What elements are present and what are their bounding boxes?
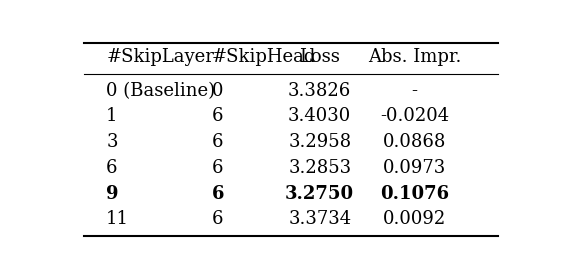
Text: 3.3826: 3.3826	[288, 82, 352, 100]
Text: 3.2958: 3.2958	[288, 133, 351, 151]
Text: 3.4030: 3.4030	[288, 107, 352, 126]
Text: #SkipLayer: #SkipLayer	[106, 48, 214, 66]
Text: Abs. Impr.: Abs. Impr.	[367, 48, 461, 66]
Text: 6: 6	[212, 133, 223, 151]
Text: 0.0868: 0.0868	[383, 133, 446, 151]
Text: 1: 1	[106, 107, 118, 126]
Text: 9: 9	[106, 185, 119, 203]
Text: 6: 6	[212, 107, 223, 126]
Text: 6: 6	[106, 159, 118, 177]
Text: 0 (Baseline): 0 (Baseline)	[106, 82, 215, 100]
Text: #SkipHead: #SkipHead	[212, 48, 316, 66]
Text: 0.0092: 0.0092	[383, 210, 446, 228]
Text: Loss: Loss	[299, 48, 340, 66]
Text: 6: 6	[212, 185, 224, 203]
Text: 3.3734: 3.3734	[288, 210, 351, 228]
Text: 3.2853: 3.2853	[288, 159, 351, 177]
Text: 0: 0	[212, 82, 223, 100]
Text: 3.2750: 3.2750	[285, 185, 354, 203]
Text: -0.0204: -0.0204	[380, 107, 449, 126]
Text: 6: 6	[212, 159, 223, 177]
Text: 0.1076: 0.1076	[380, 185, 449, 203]
Text: 11: 11	[106, 210, 129, 228]
Text: 0.0973: 0.0973	[383, 159, 446, 177]
Text: 6: 6	[212, 210, 223, 228]
Text: 3: 3	[106, 133, 118, 151]
Text: -: -	[411, 82, 417, 100]
